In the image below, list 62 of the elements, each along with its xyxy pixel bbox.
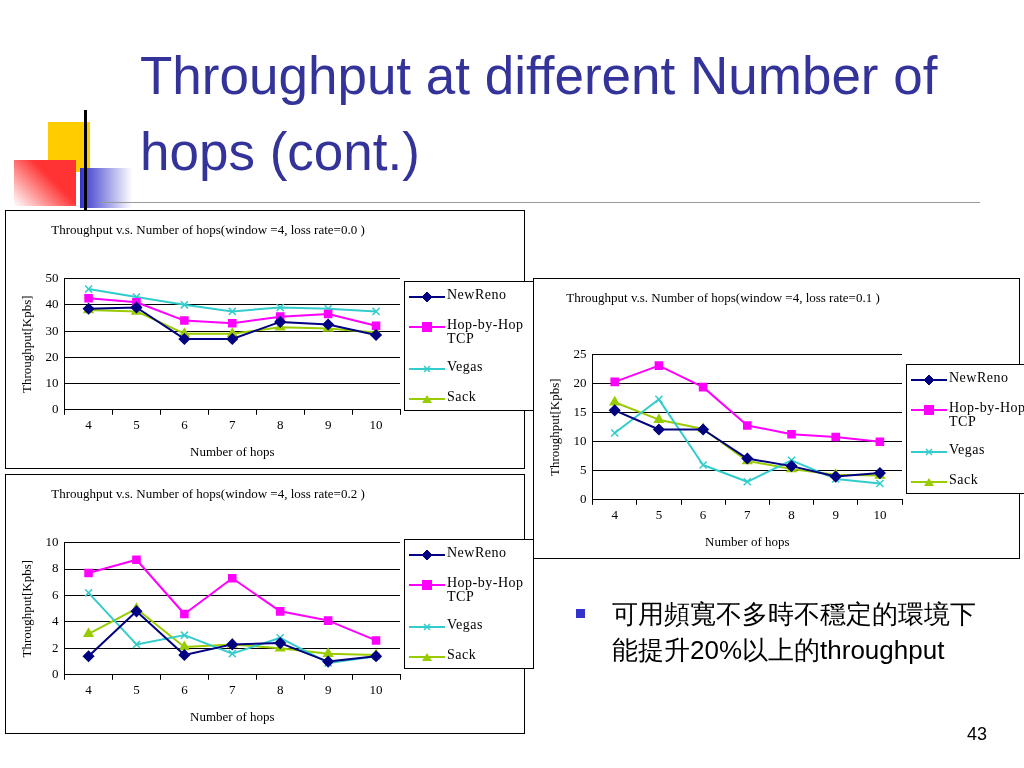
legend-label: NewReno xyxy=(949,370,1010,385)
x-tick-label: 9 xyxy=(324,417,332,433)
y-tick-label: 4 xyxy=(52,613,60,629)
x-tick-label: 8 xyxy=(276,682,284,698)
legend-label: Sack xyxy=(949,472,980,487)
text: 43 xyxy=(967,724,988,745)
legend-label: Vegas xyxy=(447,359,484,374)
y-axis-title: Throughput[Kpbs] xyxy=(19,559,35,658)
x-axis-title: Number of hops xyxy=(705,533,790,549)
y-tick-label: 25 xyxy=(573,346,587,362)
x-tick-label: 8 xyxy=(276,417,284,433)
y-tick-label: 10 xyxy=(45,534,59,550)
y-tick-label: 5 xyxy=(580,462,587,478)
legend-label: Sack xyxy=(447,389,478,404)
y-tick-label: 0 xyxy=(52,666,59,682)
x-tick-label: 6 xyxy=(181,682,189,698)
x-tick-label: 10 xyxy=(873,507,887,523)
x-tick-label: 7 xyxy=(744,507,752,523)
legend-label: Vegas xyxy=(447,617,484,632)
x-tick-label: 5 xyxy=(655,507,663,523)
y-tick-label: 50 xyxy=(45,270,59,286)
x-tick-label: 4 xyxy=(611,507,619,523)
y-tick-label: 10 xyxy=(573,433,587,449)
y-tick-label: 10 xyxy=(45,374,59,390)
y-tick-label: 40 xyxy=(45,296,59,312)
legend-label: Hop-by-Hop TCP xyxy=(447,575,525,604)
y-axis-title: Throughput[Kpbs] xyxy=(19,295,35,393)
x-tick-label: 5 xyxy=(133,682,140,698)
y-axis-title: Throughput[Kpbs] xyxy=(547,378,563,476)
x-tick-label: 7 xyxy=(229,682,237,698)
y-tick-label: 0 xyxy=(52,401,59,417)
x-tick-label: 4 xyxy=(85,682,93,698)
text: Throughput at different Number of hops (cont.) xyxy=(140,45,939,183)
x-tick-label: 10 xyxy=(369,417,383,433)
chart-title: Throughput v.s. Number of hops(window =4, loss rate=0.1 ) xyxy=(566,290,880,306)
x-tick-label: 6 xyxy=(181,417,189,433)
y-tick-label: 0 xyxy=(580,491,587,507)
legend-label: NewReno xyxy=(447,545,508,560)
y-tick-label: 2 xyxy=(52,639,59,655)
y-tick-label: 8 xyxy=(52,560,59,576)
chart-title: Throughput v.s. Number of hops(window =4, loss rate=0.0 ) xyxy=(51,222,365,238)
y-tick-label: 20 xyxy=(45,348,59,364)
y-tick-label: 20 xyxy=(573,375,587,391)
legend-label: Sack xyxy=(447,647,478,662)
chart-title: Throughput v.s. Number of hops(window =4, loss rate=0.2 ) xyxy=(51,486,365,502)
x-tick-label: 7 xyxy=(229,417,237,433)
y-tick-label: 15 xyxy=(573,404,587,420)
y-tick-label: 6 xyxy=(52,586,60,602)
text: 可用頻寬不多時不穩定的環境下能提升20%以上的throughput xyxy=(612,598,977,667)
legend-label: Vegas xyxy=(949,442,986,457)
x-tick-label: 9 xyxy=(324,682,332,698)
x-axis-title: Number of hops xyxy=(190,443,275,459)
x-axis-title: Number of hops xyxy=(190,708,275,724)
legend-label: Hop-by-Hop TCP xyxy=(447,317,525,346)
x-tick-label: 8 xyxy=(788,507,795,523)
legend-label: NewReno xyxy=(447,287,508,302)
x-tick-label: 9 xyxy=(832,507,839,523)
y-tick-label: 30 xyxy=(45,322,59,338)
x-tick-label: 4 xyxy=(85,417,93,433)
x-tick-label: 5 xyxy=(133,417,140,433)
x-tick-label: 10 xyxy=(369,682,383,698)
x-tick-label: 6 xyxy=(699,507,707,523)
